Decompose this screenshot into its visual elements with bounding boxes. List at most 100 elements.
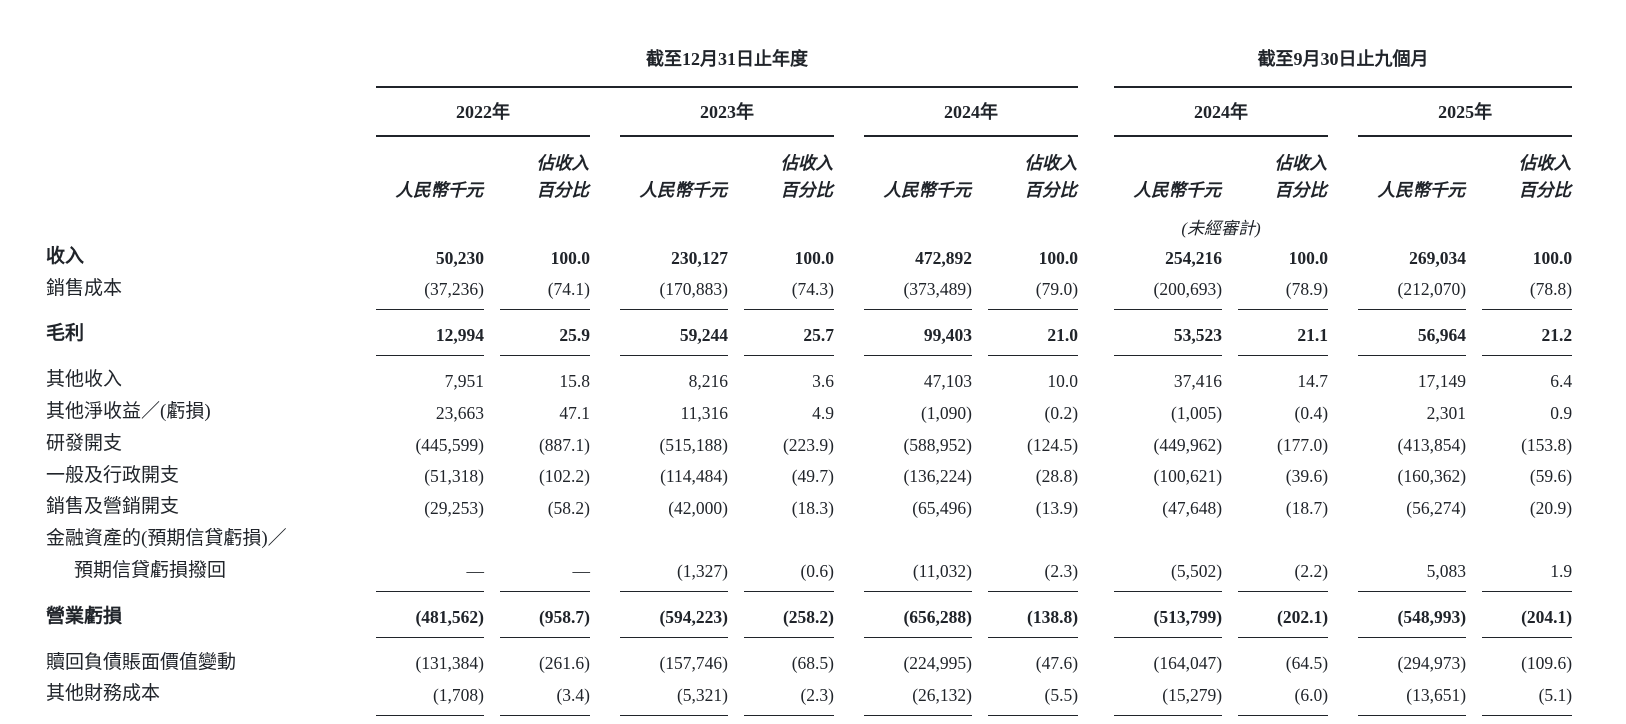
cell-value: (0.4) [1294,402,1329,423]
row-label: 收入 [46,245,85,267]
group-gap [1078,309,1114,355]
cell-value: (204.1) [1482,591,1573,639]
cell-value: (0.2) [1044,402,1079,423]
pct-of-revenue-header: 佔收入 百分比 [1274,153,1328,201]
column-gap [484,241,500,273]
cell-value: (1,005) [1171,402,1223,423]
cell-value: (212,070) [1358,273,1467,310]
cell-value: (114,484) [660,466,728,487]
column-gap [1466,309,1482,355]
cell-value: (29,253) [424,498,484,519]
cell-value: (131,384) [415,653,484,674]
column-gap [1328,273,1358,309]
column-gap [972,460,988,492]
column-gap [484,355,500,396]
table-row: 營業虧損 (481,562) (958.7) (594,223) (258.2) (656… [46,591,1573,639]
column-gap [484,555,500,591]
table-row: 金融資產的(預期信貸虧損)／ [46,524,1572,556]
column-gap [834,492,864,524]
cell-value: (138.8) [988,591,1079,639]
cell-value: 254,216 [1165,247,1223,268]
group-gap [1078,241,1114,273]
column-gap [834,396,864,428]
group-gap [1078,460,1114,492]
column-gap [1466,592,1482,638]
cell-value: (5.5) [988,678,1079,716]
column-gap [834,241,864,273]
cell-value: (3.4) [500,678,590,716]
cell-value: (26,132) [864,678,972,716]
amount-unit-header: 人民幣千元 [395,180,484,201]
column-gap [728,492,744,524]
cell-value: (51,318) [424,466,484,487]
cell-value: 25.7 [744,309,834,356]
year-header-2023: 2023年 [620,87,834,137]
cell-value: (20.9) [1529,498,1573,519]
column-gap [1466,241,1482,273]
row-label: 銷售成本 [46,277,123,299]
column-gap [590,136,620,205]
cell-value: (47.6) [1035,653,1079,674]
amount-unit-header: 人民幣千元 [1377,180,1466,201]
group-gap [1078,136,1114,205]
column-gap [484,136,500,205]
cell-value: 47.1 [559,402,590,423]
table-row: 收入 50,230 100.0 230,127 100.0 472,892 100.0 254… [46,241,1572,273]
cell-value: 50,230 [435,247,484,268]
cell-value: 21.0 [988,309,1079,356]
cell-value: 100.0 [794,247,834,268]
unaudited-note-row: (未經審計) [46,205,1572,241]
cell-value: 0.9 [1550,402,1573,423]
column-gap [834,309,864,355]
cell-value: 15.8 [559,370,590,391]
corner-cell [46,205,376,241]
table-row: 銷售成本 (37,236) (74.1) (170,883) (74.3) (373,48… [46,273,1573,310]
empty-cell [376,205,1078,241]
row-label: 研發開支 [46,432,123,454]
column-gap [1222,638,1238,679]
column-gap [1328,309,1358,355]
table-row: 一般及行政開支 (51,318) (102.2) (114,484) (49.7) (13… [46,460,1572,492]
column-gap [590,555,620,591]
table-row: 其他淨收益／(虧損) 23,663 47.1 11,316 4.9 (1,090) (0.2… [46,396,1572,428]
year-header-2022: 2022年 [376,87,590,137]
cell-value: (102.2) [538,466,590,487]
column-gap [834,87,864,136]
cell-value: 11,316 [680,402,728,423]
column-gap [972,492,988,524]
column-gap [1466,396,1482,428]
column-gap [972,241,988,273]
cell-value: 53,523 [1114,309,1223,356]
cell-value: 5,083 [1358,555,1467,593]
group-gap [1078,555,1114,591]
cell-value: 59,244 [620,309,728,356]
column-gap [484,679,500,715]
period-header-row: 截至12月31日止年度 截至9月30日止九個月 [46,44,1573,88]
column-gap [1222,492,1238,524]
column-gap [590,428,620,460]
column-gap [1328,241,1358,273]
empty-cell [1358,205,1572,241]
group-gap [1078,592,1114,638]
column-gap [834,555,864,591]
column-gap [1328,428,1358,460]
row-label: 其他淨收益／(虧損) [46,400,211,422]
column-gap [728,355,744,396]
cell-value: (413,854) [1397,434,1467,455]
column-gap [1328,592,1358,638]
cell-value: 1.9 [1482,555,1573,593]
cell-value: (223.9) [782,434,834,455]
table-row: 銷售及營銷開支 (29,253) (58.2) (42,000) (18.3) (65,4… [46,492,1572,524]
column-gap [590,460,620,492]
column-gap [484,592,500,638]
row-label: 預期信貸虧損撥回 [74,559,227,581]
cell-value: (13,651) [1358,678,1467,716]
financial-table: 截至12月31日止年度 截至9月30日止九個月 2022年 2023年 2024… [46,44,1573,716]
cell-value: (18.7) [1285,498,1329,519]
row-label: 毛利 [46,323,85,345]
column-gap [834,592,864,638]
column-gap [728,396,744,428]
group-gap [1078,44,1114,87]
cell-value: (39.6) [1285,466,1329,487]
table-row: 贖回負債賬面價值變動 (131,384) (261.6) (157,746) (68.5… [46,638,1572,679]
